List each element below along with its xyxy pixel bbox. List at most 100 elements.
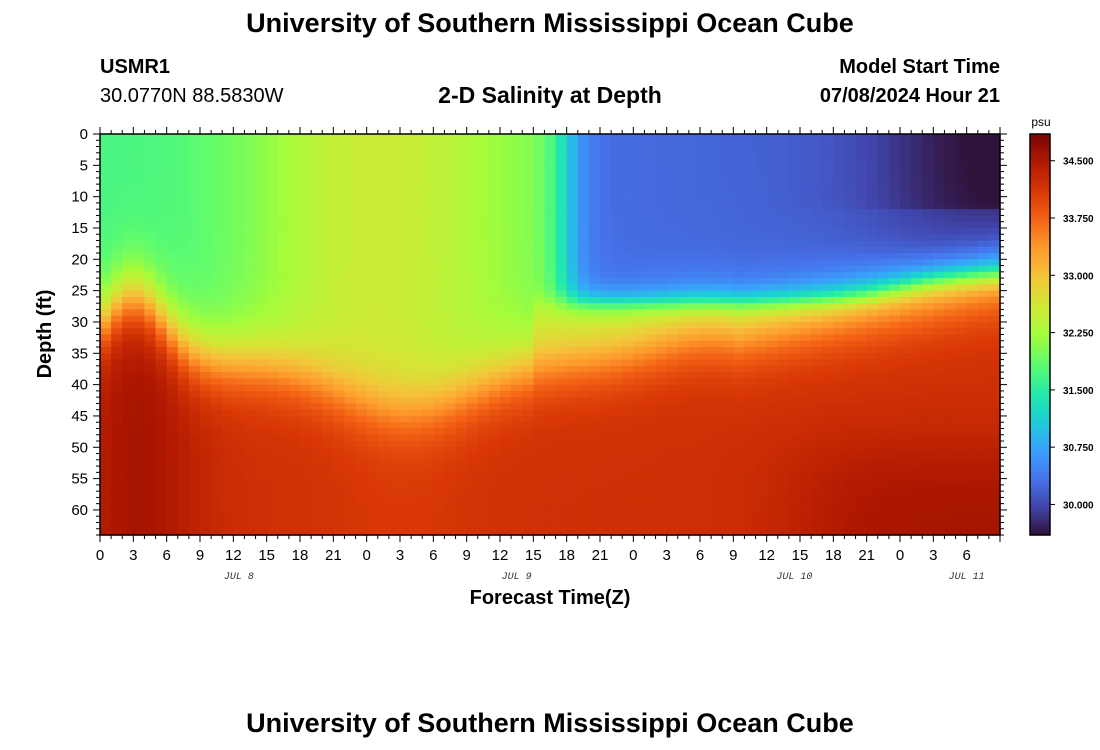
heatmap-cell	[211, 372, 223, 379]
heatmap-cell	[488, 359, 501, 367]
heatmap-cell	[244, 165, 257, 173]
heatmap-cell	[133, 315, 146, 323]
heatmap-cell	[500, 491, 512, 499]
heatmap-cell	[522, 246, 534, 254]
heatmap-cell	[966, 397, 979, 405]
heatmap-cell	[722, 253, 734, 260]
heatmap-cell	[477, 202, 490, 210]
heatmap-cell	[177, 491, 190, 499]
heatmap-cell	[900, 240, 912, 248]
heatmap-cell	[988, 321, 1001, 329]
heatmap-cell	[255, 478, 268, 486]
heatmap-cell	[511, 284, 523, 292]
heatmap-cell	[222, 328, 234, 336]
heatmap-cell	[288, 284, 301, 292]
heatmap-cell	[855, 466, 868, 473]
heatmap-cell	[511, 227, 523, 235]
heatmap-cell	[811, 190, 823, 198]
heatmap-cell	[322, 259, 334, 267]
heatmap-cell	[133, 340, 146, 348]
heatmap-cell	[177, 278, 190, 285]
heatmap-cell	[400, 516, 412, 524]
heatmap-cell	[900, 278, 912, 285]
heatmap-cell	[722, 422, 734, 430]
heatmap-cell	[522, 397, 534, 405]
heatmap-cell	[922, 146, 934, 154]
heatmap-cell	[622, 259, 634, 267]
heatmap-cell	[911, 221, 923, 229]
heatmap-cell	[633, 215, 646, 223]
heatmap-cell	[700, 202, 712, 210]
heatmap-cell	[900, 271, 912, 279]
heatmap-cell	[611, 509, 623, 517]
heatmap-cell	[788, 478, 801, 486]
heatmap-cell	[588, 240, 601, 248]
heatmap-cell	[900, 227, 912, 235]
heatmap-cell	[488, 403, 501, 411]
heatmap-cell	[833, 146, 846, 154]
heatmap-cell	[244, 253, 257, 260]
heatmap-cell	[388, 347, 401, 354]
heatmap-cell	[255, 253, 268, 260]
heatmap-cell	[700, 284, 712, 292]
heatmap-cell	[922, 434, 934, 442]
heatmap-cell	[811, 284, 823, 292]
heatmap-cell	[244, 259, 257, 267]
heatmap-cell	[477, 428, 490, 436]
heatmap-cell	[766, 227, 779, 235]
heatmap-cell	[466, 428, 479, 436]
heatmap-cell	[888, 509, 901, 517]
heatmap-cell	[633, 403, 646, 411]
heatmap-cell	[511, 390, 523, 398]
heatmap-cell	[155, 484, 168, 492]
heatmap-cell	[733, 472, 746, 480]
heatmap-cell	[455, 397, 468, 405]
heatmap-cell	[277, 390, 290, 398]
heatmap-cell	[733, 227, 746, 235]
heatmap-cell	[822, 378, 834, 386]
heatmap-cell	[166, 240, 179, 248]
heatmap-cell	[933, 447, 946, 455]
heatmap-cell	[644, 359, 657, 367]
heatmap-cell	[855, 328, 868, 336]
heatmap-cell	[722, 177, 734, 185]
heatmap-cell	[855, 296, 868, 304]
heatmap-cell	[722, 409, 734, 417]
heatmap-cell	[577, 221, 590, 229]
heatmap-cell	[600, 509, 612, 517]
heatmap-cell	[455, 184, 468, 191]
heatmap-cell	[911, 234, 923, 242]
heatmap-cell	[200, 478, 212, 486]
heatmap-cell	[288, 466, 301, 473]
heatmap-cell	[488, 209, 501, 217]
heatmap-cell	[311, 259, 323, 267]
heatmap-cell	[400, 215, 412, 223]
heatmap-cell	[344, 259, 357, 267]
heatmap-cell	[266, 140, 279, 148]
heatmap-cell	[644, 472, 657, 480]
heatmap-cell	[344, 140, 357, 148]
heatmap-cell	[522, 497, 534, 505]
heatmap-cell	[688, 453, 701, 461]
heatmap-cell	[222, 466, 234, 473]
heatmap-cell	[388, 459, 401, 467]
heatmap-cell	[433, 353, 446, 361]
heatmap-cell	[577, 190, 590, 198]
heatmap-cell	[600, 409, 612, 417]
heatmap-cell	[633, 334, 646, 342]
heatmap-cell	[666, 491, 679, 499]
heatmap-cell	[333, 453, 346, 461]
heatmap-cell	[288, 209, 301, 217]
heatmap-cell	[322, 202, 334, 210]
heatmap-cell	[455, 353, 468, 361]
heatmap-cell	[777, 459, 790, 467]
heatmap-cell	[944, 215, 957, 223]
heatmap-cell	[566, 246, 579, 254]
heatmap-cell	[400, 321, 412, 329]
heatmap-cell	[411, 365, 423, 373]
heatmap-cell	[555, 290, 568, 298]
heatmap-cell	[611, 221, 623, 229]
heatmap-cell	[355, 165, 368, 173]
heatmap-cell	[355, 209, 368, 217]
heatmap-cell	[400, 284, 412, 292]
